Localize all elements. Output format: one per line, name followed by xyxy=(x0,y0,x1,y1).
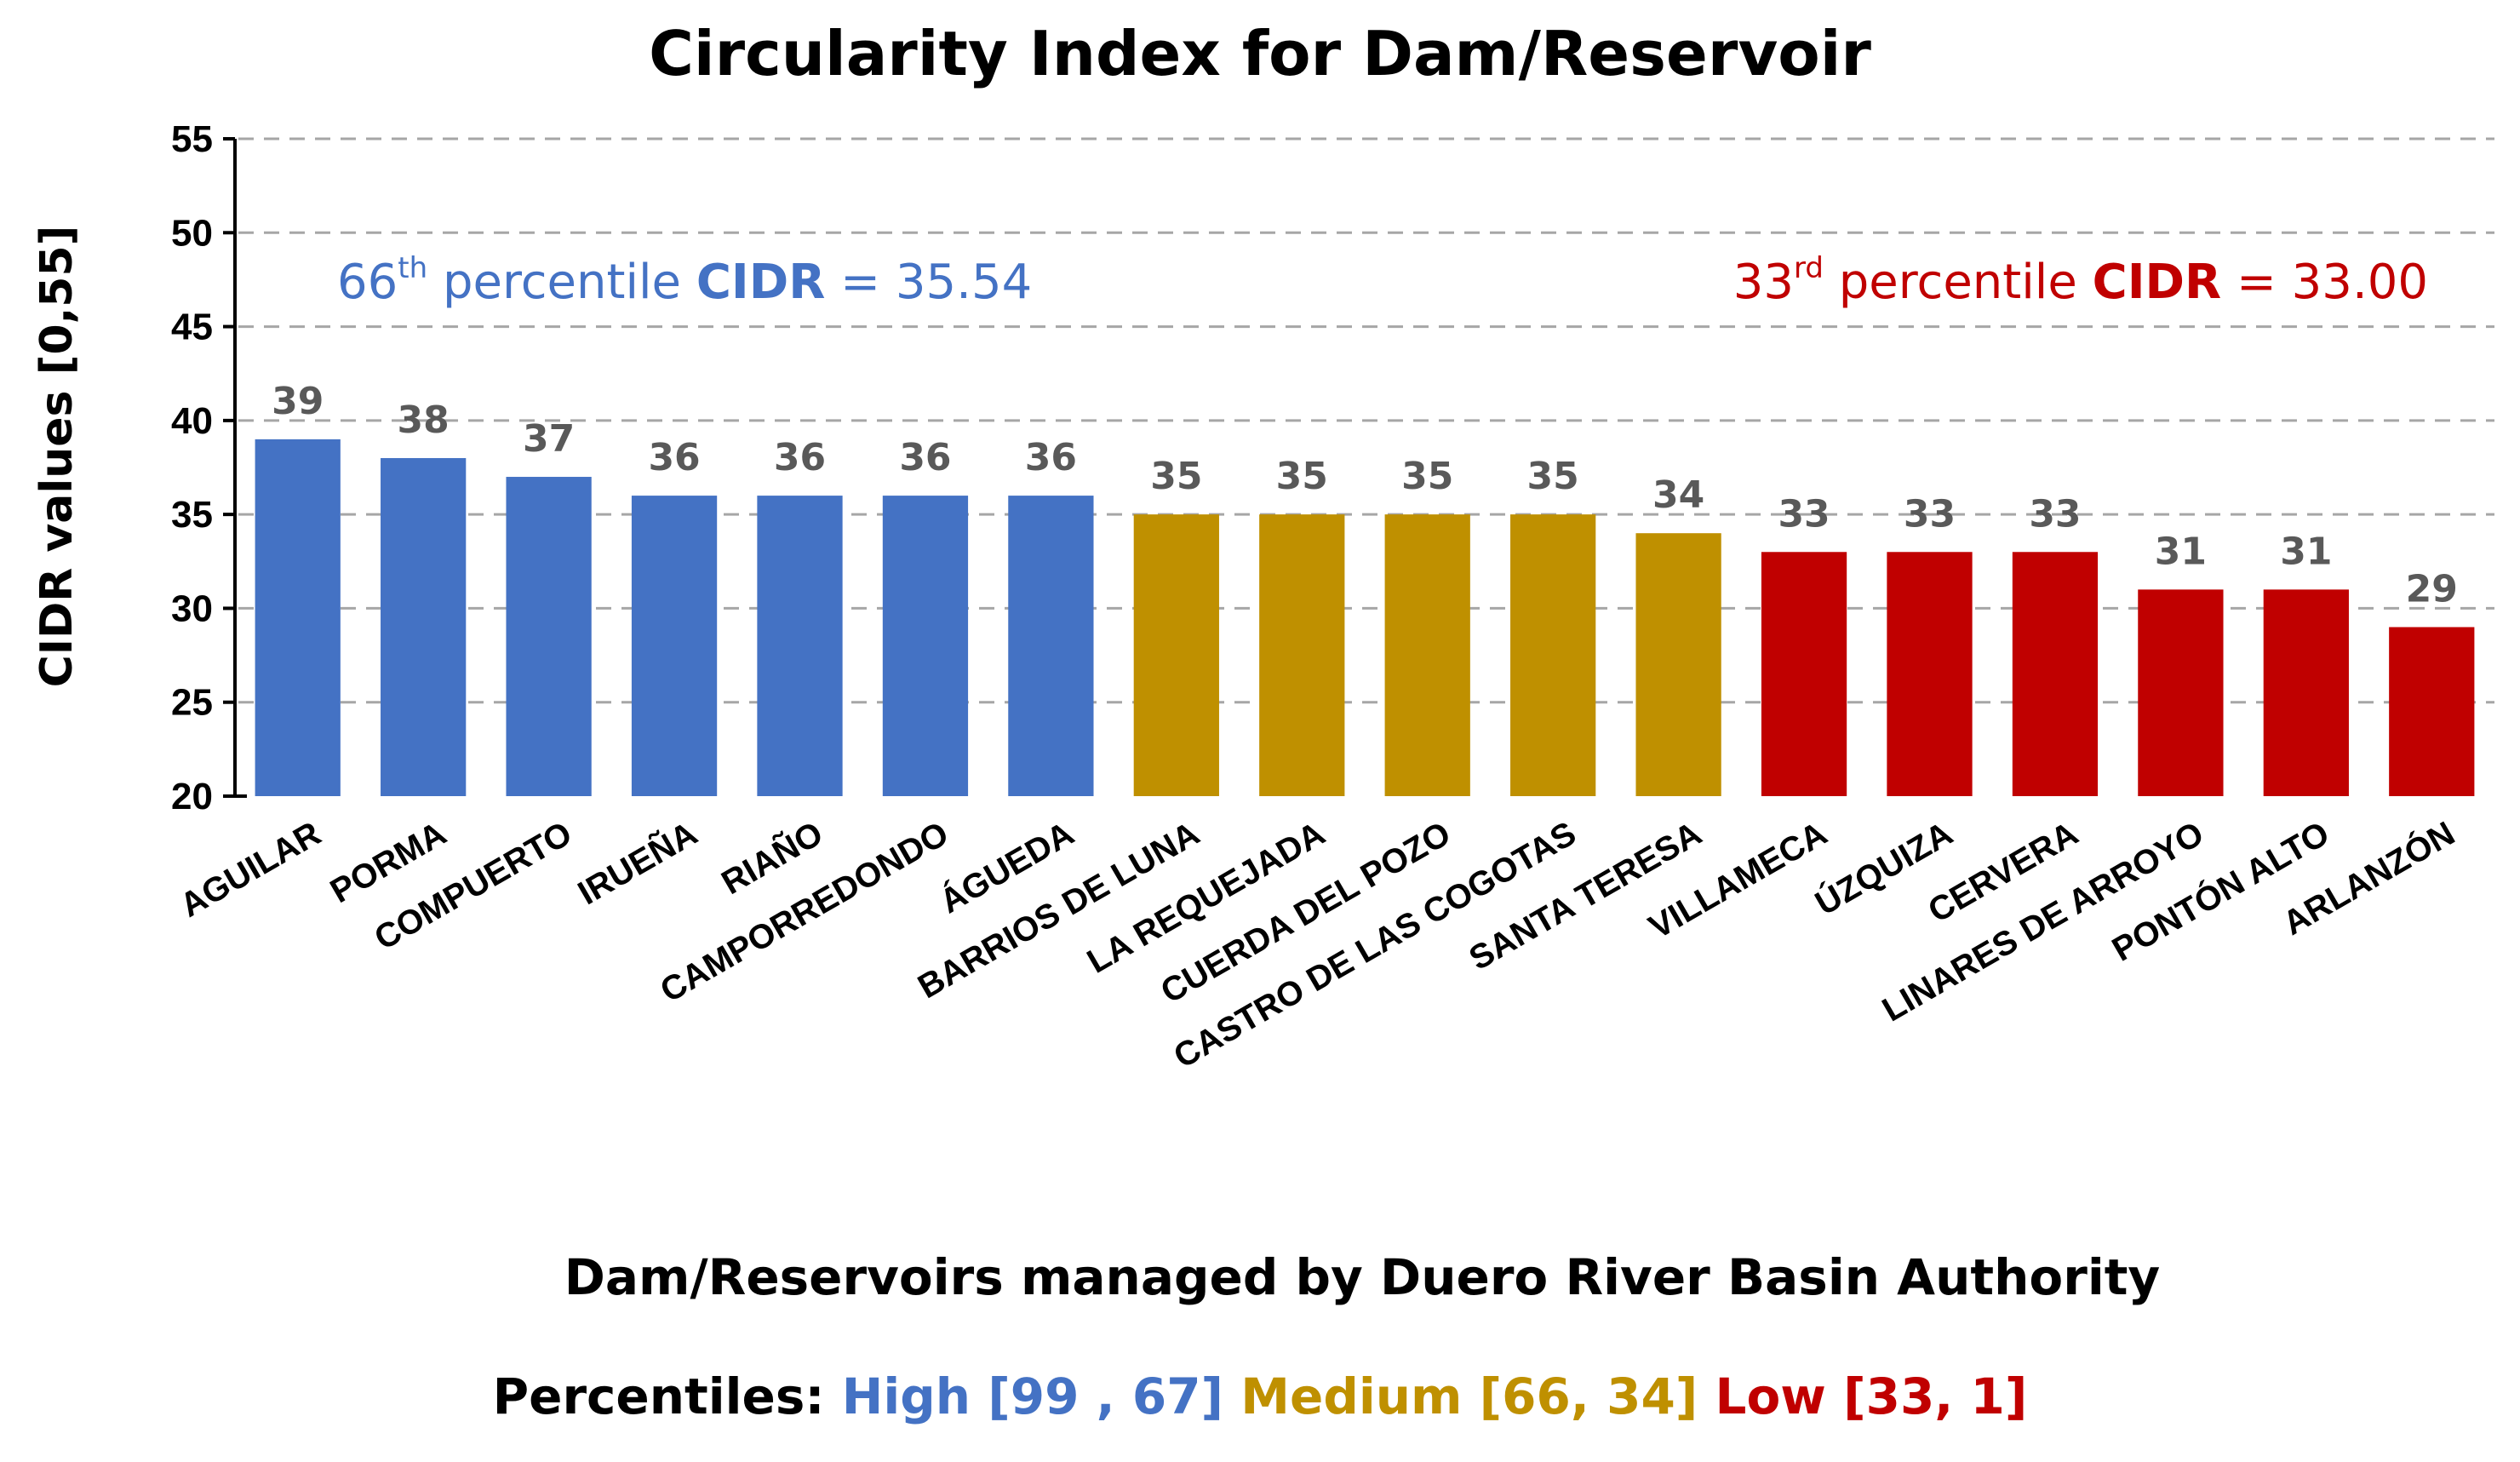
annotation-p33: 33rd percentile CIDR = 33.00 xyxy=(1733,251,2428,310)
y-tick-label-35: 35 xyxy=(171,494,213,536)
percentile-annotations: 66th percentile CIDR = 35.54 33rd percent… xyxy=(337,251,2428,310)
bar-8 xyxy=(1259,514,1345,796)
chart-title: Circularity Index for Dam/Reservoir xyxy=(649,18,1871,89)
data-label-10: 35 xyxy=(1527,455,1579,498)
annotation-p66-bold: CIDR xyxy=(696,255,826,310)
data-label-5: 36 xyxy=(899,436,951,479)
bar-6 xyxy=(1008,496,1094,796)
x-axis-label: Dam/Reservoirs managed by Duero River Ba… xyxy=(564,1248,2161,1306)
bar-0 xyxy=(255,439,341,796)
y-tick-label-30: 30 xyxy=(171,588,213,629)
annotation-p33-prefix: 33 xyxy=(1733,255,1794,310)
legend-label: Percentiles: xyxy=(493,1367,825,1425)
x-tick-label-0: AGUILAR xyxy=(174,815,327,925)
bar-11 xyxy=(1635,533,1721,796)
bars xyxy=(255,439,2475,796)
x-tick-label-11: SANTA TERESA xyxy=(1463,815,1709,978)
y-axis-label: CIDR values [0,55] xyxy=(32,226,83,688)
annotation-p66-prefix: 66 xyxy=(337,255,398,310)
bar-14 xyxy=(2012,552,2099,796)
data-label-11: 34 xyxy=(1652,473,1704,517)
annotation-p66-suffix: = 35.54 xyxy=(825,255,1032,310)
data-labels: 39 38 37 36 36 36 36 35 35 35 35 34 33 33 33 31 31 29 xyxy=(272,380,2458,611)
data-label-8: 35 xyxy=(1276,455,1328,498)
y-axis-ticks: 20 25 30 35 40 45 50 55 xyxy=(171,118,235,817)
data-label-16: 31 xyxy=(2280,530,2332,573)
bar-10 xyxy=(1510,514,1596,796)
x-tick-label-16: PONTÓN ALTO xyxy=(2105,813,2336,969)
bar-3 xyxy=(631,496,718,796)
data-label-3: 36 xyxy=(648,436,700,479)
bar-7 xyxy=(1133,514,1219,796)
bar-9 xyxy=(1384,514,1470,796)
legend-item-high: High [99 , 67] xyxy=(825,1367,1223,1425)
data-label-17: 29 xyxy=(2406,567,2458,611)
y-tick-label-50: 50 xyxy=(171,212,213,254)
data-label-7: 35 xyxy=(1150,455,1202,498)
annotation-p33-suffix: = 33.00 xyxy=(2221,255,2428,310)
data-label-12: 33 xyxy=(1778,492,1830,536)
data-label-1: 38 xyxy=(398,398,450,442)
bar-4 xyxy=(757,496,843,796)
annotation-p66-sup: th xyxy=(398,251,427,285)
annotation-p33-text: percentile xyxy=(1824,255,2093,310)
bar-17 xyxy=(2389,627,2475,796)
y-tick-label-40: 40 xyxy=(171,400,213,442)
data-label-0: 39 xyxy=(272,380,324,423)
data-label-14: 33 xyxy=(2029,492,2081,536)
data-label-6: 36 xyxy=(1025,436,1077,479)
legend-item-medium: Medium [66, 34] xyxy=(1223,1367,1698,1425)
y-tick-label-25: 25 xyxy=(171,682,213,724)
bar-5 xyxy=(882,496,969,796)
bar-16 xyxy=(2263,589,2349,796)
annotation-p66-text: percentile xyxy=(427,255,696,310)
data-label-9: 35 xyxy=(1401,455,1453,498)
bar-2 xyxy=(506,477,592,796)
data-label-4: 36 xyxy=(774,436,826,479)
percentile-legend: Percentiles: High [99 , 67] Medium [66, … xyxy=(493,1367,2028,1425)
y-tick-label-55: 55 xyxy=(171,118,213,160)
annotation-p33-sup: rd xyxy=(1794,251,1824,285)
y-tick-label-45: 45 xyxy=(171,307,213,348)
x-tick-label-3: IRUEÑA xyxy=(571,813,704,913)
legend-item-low: Low [33, 1] xyxy=(1698,1367,2027,1425)
y-tick-label-20: 20 xyxy=(171,776,213,817)
bar-1 xyxy=(381,457,467,796)
data-label-15: 31 xyxy=(2155,530,2207,573)
data-label-2: 37 xyxy=(523,417,575,461)
bar-15 xyxy=(2138,589,2224,796)
annotation-p33-bold: CIDR xyxy=(2093,255,2222,310)
data-label-13: 33 xyxy=(1904,492,1956,536)
bar-13 xyxy=(1887,552,1973,796)
gridlines xyxy=(238,137,2494,704)
bar-12 xyxy=(1761,552,1847,796)
annotation-p66: 66th percentile CIDR = 35.54 xyxy=(337,251,1032,310)
